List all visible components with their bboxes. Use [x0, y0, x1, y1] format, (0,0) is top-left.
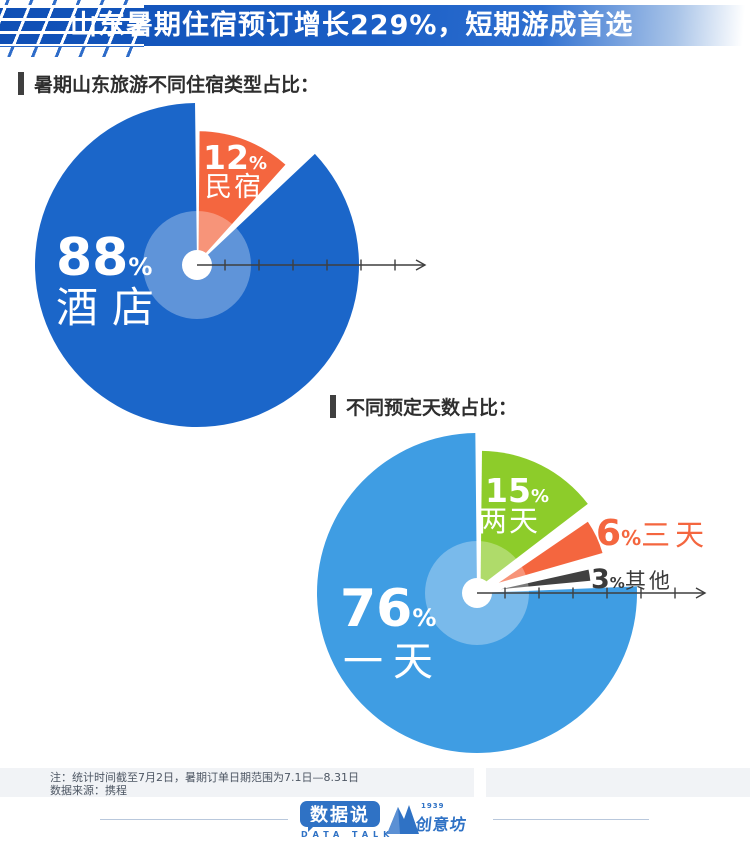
- section-title-days: 不同预定天数占比：: [330, 393, 517, 420]
- page-title: 山东暑期住宿预订增长229%，短期游成首选: [70, 10, 634, 41]
- section-title-days-label: 不同预定天数占比：: [346, 397, 518, 419]
- slice-label-threedays: 三天: [641, 518, 710, 552]
- datatalk-subtitle: DATA TALK: [301, 830, 395, 839]
- pie-svg-1: [317, 433, 707, 753]
- hatch-grid-top: [0, 0, 144, 5]
- note-strip: 注：统计时间截至7月2日，暑期订单日期范围为7.1日—8.31日 数据来源：携程: [0, 768, 750, 797]
- percent-sign: %: [248, 153, 267, 174]
- percent-sign: %: [530, 486, 549, 507]
- slice-label-homestay: 民宿: [205, 172, 263, 203]
- percent-sign: %: [621, 526, 642, 550]
- pie-chart-accommodation: 88 % 酒店 12 % 民宿: [20, 95, 440, 440]
- workshop-logo-text: 创意坊: [414, 815, 468, 834]
- pie-svg-0: [35, 103, 427, 428]
- slice-callout-other: 3 % 其他: [591, 566, 673, 593]
- slice-value-number: 12: [203, 138, 249, 177]
- percent-sign: %: [128, 253, 153, 281]
- slice-label-hotel: 酒店: [56, 283, 169, 332]
- slice-value-number: 6: [596, 513, 622, 554]
- footer-rule-right: [493, 819, 649, 820]
- slice-value-number: 15: [485, 471, 531, 510]
- percent-sign: %: [609, 574, 625, 592]
- workshop-logo-year: 1939: [421, 802, 445, 810]
- datatalk-logo: 数据说: [300, 801, 380, 832]
- slice-value-homestay: 12 %: [203, 141, 267, 174]
- section-title-bar-icon: [18, 72, 24, 95]
- slice-label-other: 其他: [624, 569, 673, 593]
- datatalk-logo-text: 数据说: [310, 805, 370, 826]
- section-title-accommodation-label: 暑期山东旅游不同住宿类型占比：: [34, 74, 320, 96]
- slice-value-oneday: 76 %: [340, 583, 436, 635]
- hatch-grid-middle: [0, 5, 144, 46]
- footer: 数据说 DATA TALK 1939 创意坊: [0, 797, 750, 841]
- slice-value-number: 3: [591, 564, 610, 595]
- slice-label-twodays: 两天: [478, 504, 541, 538]
- section-title-bar-icon: [330, 395, 336, 418]
- hatch-grid-bottom: [0, 46, 144, 57]
- note-divider: [474, 768, 486, 797]
- percent-sign: %: [412, 604, 437, 632]
- pie-chart-days: 76 % 一天 15 % 两天 6 % 三天 3 % 其他: [300, 420, 740, 780]
- mountain-logo-icon: [387, 805, 419, 834]
- slice-value-twodays: 15 %: [485, 474, 549, 507]
- slice-value-number: 76: [340, 579, 413, 639]
- slice-value-number: 88: [56, 228, 129, 288]
- note-line-2: 数据来源：携程: [50, 784, 127, 797]
- slice-label-oneday: 一天: [343, 639, 443, 685]
- footer-rule-left: [100, 819, 288, 820]
- note-line-1: 注：统计时间截至7月2日，暑期订单日期范围为7.1日—8.31日: [50, 771, 359, 784]
- note-text: 注：统计时间截至7月2日，暑期订单日期范围为7.1日—8.31日 数据来源：携程: [50, 771, 359, 797]
- slice-value-hotel: 88 %: [56, 232, 152, 284]
- hatch-grid-decoration: [0, 0, 144, 57]
- section-title-accommodation: 暑期山东旅游不同住宿类型占比：: [18, 70, 319, 97]
- slice-callout-threedays: 6 % 三天: [596, 516, 709, 552]
